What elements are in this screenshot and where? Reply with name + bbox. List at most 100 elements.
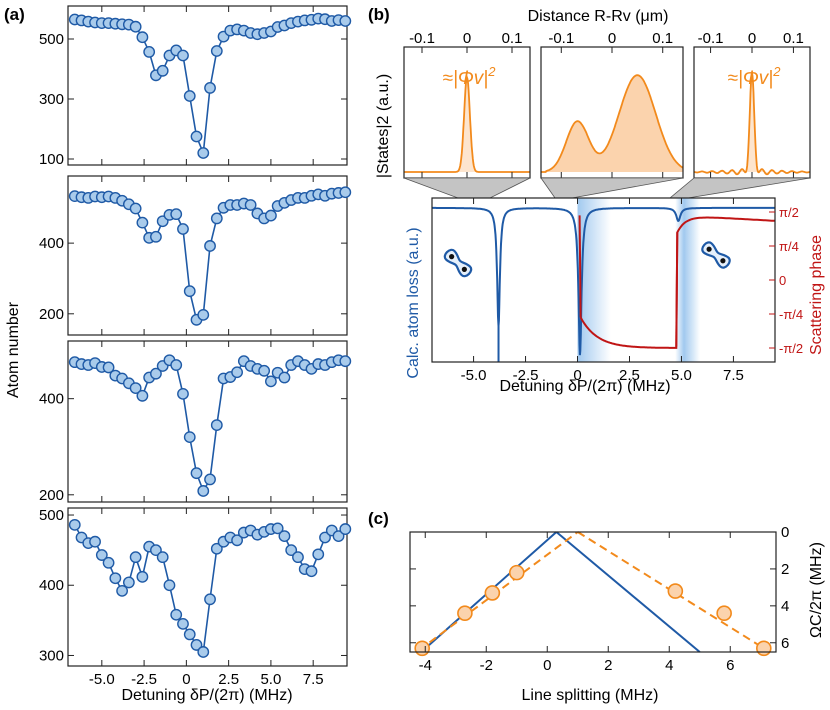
data-line (74, 191, 346, 322)
data-point (332, 530, 345, 542)
data-point (210, 542, 223, 555)
y-tick-label: 2 (781, 561, 789, 578)
molecule-icon (701, 241, 731, 269)
data-point (204, 593, 216, 606)
data-point (271, 522, 284, 535)
data-point (143, 46, 156, 58)
data-point (116, 584, 129, 597)
data-point (484, 585, 501, 601)
data-point (265, 375, 277, 388)
x-tick-label: -4 (419, 657, 432, 674)
data-point (136, 570, 149, 583)
inset-annotation: ≈|Φv|2 (728, 64, 782, 89)
data-point (204, 473, 216, 486)
data-point (278, 371, 291, 384)
atom-dot (706, 246, 712, 252)
inset-tick-label: 0 (463, 30, 471, 47)
data-point (89, 535, 101, 548)
data-point (197, 308, 210, 321)
x-tick-label: 0 (543, 657, 551, 674)
x-tick-label: 2.5 (218, 671, 239, 688)
zoom-wedge (540, 177, 684, 199)
x-tick-label: 5.0 (671, 367, 692, 384)
panel-a-ylabel: Atom number (5, 301, 22, 398)
subplot-frame (67, 507, 348, 667)
zoom-wedge (668, 177, 811, 199)
x-tick-label: 6 (726, 657, 734, 674)
data-point (204, 240, 216, 252)
data-point (109, 572, 122, 585)
y-tick-label: 6 (781, 635, 789, 652)
data-point (285, 544, 298, 557)
inset-tick-label: 0.1 (502, 30, 523, 47)
data-point (231, 366, 243, 379)
model-line-solid (555, 531, 701, 653)
phase-tick-label: -π/4 (779, 307, 803, 322)
y-tick-label: 100 (39, 151, 64, 168)
atom-dot (449, 254, 455, 260)
panel-label-b: (b) (368, 5, 390, 24)
data-point (292, 551, 304, 564)
inset-fill (541, 75, 683, 172)
data-point (136, 216, 149, 229)
data-point (265, 209, 277, 222)
data-point (68, 518, 81, 531)
data-point (177, 49, 189, 62)
shaded-band (675, 198, 701, 362)
panel-b-insets: -0.1 0 0.1≈|Φv|2-0.1 0 0.1 -0.1 0 0.1≈|Φv|2 (403, 30, 811, 199)
panel-a-xlabel: Detuning δP/(2π) (MHz) (121, 687, 292, 704)
data-point (129, 20, 142, 33)
scattering-phase-curve (579, 216, 776, 349)
x-tick-label: -5.0 (89, 671, 115, 688)
subplot-4: -5.0 -2.5 0 2.5 5.0 7.5 300 400 500 (39, 507, 352, 688)
x-tick-label: -5.0 (461, 367, 487, 384)
data-point (183, 285, 196, 298)
data-point (170, 359, 183, 371)
y-tick-label: 300 (39, 91, 64, 108)
y-tick-label: 0 (781, 524, 789, 541)
data-line (74, 524, 346, 654)
data-point (244, 199, 257, 211)
data-point (508, 564, 525, 581)
data-point (339, 355, 352, 368)
data-point (122, 576, 135, 589)
data-point (183, 628, 196, 641)
data-point (129, 202, 142, 215)
inset-xlabel: Distance R-Rv (μm) (528, 8, 669, 25)
panel-b-xlabel: Detuning δP/(2π) (MHz) (499, 378, 670, 395)
inset-tick-label: 0.1 (652, 30, 673, 47)
atom-dot (720, 258, 726, 264)
y-tick-label: 400 (39, 391, 64, 408)
panel-label-c: (c) (368, 509, 389, 528)
inset-curve (693, 73, 811, 176)
data-point (339, 523, 352, 535)
data-point (197, 485, 210, 497)
inset-curve (541, 74, 684, 173)
inset-tick-label: 0.1 (783, 30, 804, 47)
subplot-frame (67, 175, 348, 336)
inset-tick-label: 0 (608, 30, 616, 47)
data-point (190, 130, 203, 143)
x-tick-label: 7.5 (303, 671, 324, 688)
inset-tick-label: 0 (748, 30, 756, 47)
panel-label-a: (a) (4, 5, 25, 24)
molecule-outline (701, 241, 731, 269)
y-tick-label: 300 (39, 647, 64, 664)
subplot-2: 200 400 (39, 175, 352, 336)
inset-1: -0.1 0 0.1 ≈|Φv|2 (403, 30, 531, 179)
data-point (190, 467, 203, 480)
inset-annotation: ≈|Φv|2 (443, 64, 497, 89)
data-point (102, 556, 115, 569)
data-point (305, 565, 318, 578)
y-tick-label: 500 (39, 507, 64, 524)
inset-tick-label: -0.1 (548, 30, 574, 47)
data-point (156, 551, 169, 564)
panel-c-line-splitting: -4 -2 0 2 4 6 0 2 4 6 (409, 524, 789, 674)
data-point (102, 361, 115, 374)
data-point (197, 147, 210, 159)
data-point (278, 530, 291, 542)
atom-loss-curve (432, 206, 775, 356)
data-point (183, 431, 196, 444)
phase-tick-label: π/2 (779, 205, 799, 220)
